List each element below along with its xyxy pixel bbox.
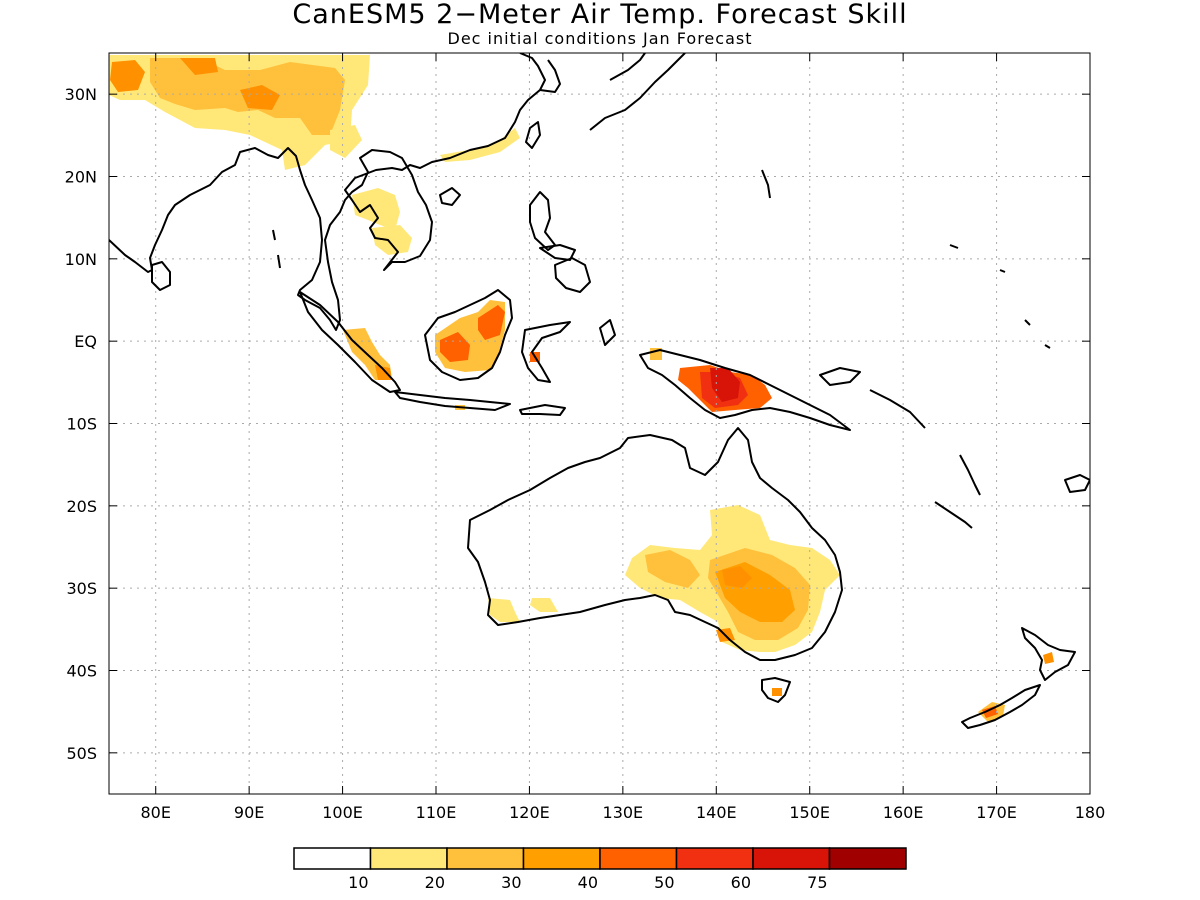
coastline-hainan xyxy=(439,187,461,206)
chart-subtitle: Dec initial conditions Jan Forecast xyxy=(447,29,753,48)
coastline-mindanao xyxy=(554,257,591,293)
coastline-nz-south xyxy=(961,684,1041,729)
lat-tick-label: 40S xyxy=(66,662,97,681)
coastline-new-britain xyxy=(819,367,861,386)
chart-title: CanESM5 2−Meter Air Temp. Forecast Skill xyxy=(292,0,908,30)
coastline-fiji xyxy=(1064,474,1090,493)
coastline-australia xyxy=(467,427,843,661)
colorbar-label: 60 xyxy=(731,873,751,892)
colorbar-swatch xyxy=(828,847,907,870)
coastline-halmahera xyxy=(599,319,616,346)
coastline-solomons xyxy=(869,389,926,429)
lat-tick-label: 10N xyxy=(65,250,97,269)
coastline-japan-2 xyxy=(609,53,646,81)
coastline-timor xyxy=(519,404,566,416)
colorbar-swatch xyxy=(522,847,601,870)
skill-region-borneo-2 xyxy=(440,332,470,362)
skill-region-sw-australia xyxy=(488,598,520,622)
coastline-visayas xyxy=(539,244,576,261)
colorbar-swatch xyxy=(446,847,525,870)
skill-shading xyxy=(109,55,1054,722)
coastline-borneo xyxy=(424,289,513,381)
skill-region-indochina xyxy=(352,188,400,230)
lon-tick-label: 110E xyxy=(416,803,457,822)
coastline-tasmania xyxy=(761,677,791,703)
skill-region-tasmania xyxy=(772,688,782,696)
skill-region-australia-2 xyxy=(645,550,700,588)
lat-axis-labels: 30N 20N 10N EQ 10S 20S 30S 40S 50S xyxy=(65,85,97,763)
coastline-nz-north xyxy=(1021,627,1076,681)
coastline-sumatra xyxy=(299,291,401,393)
coastline-java xyxy=(394,391,511,411)
colorbar-label: 40 xyxy=(578,873,598,892)
lat-tick-label: EQ xyxy=(74,332,97,351)
skill-region-sumatra-2 xyxy=(375,365,392,380)
colorbar-label: 75 xyxy=(807,873,827,892)
lon-axis-labels: 80E 90E 100E 110E 120E 130E 140E 150E 160E 170E 18… xyxy=(140,803,1105,822)
coastline-sri-lanka xyxy=(151,261,171,291)
coastline-new-caledonia xyxy=(934,501,973,529)
lon-tick-label: 80E xyxy=(140,803,170,822)
colorbar-swatch xyxy=(675,847,754,870)
lon-tick-label: 170E xyxy=(976,803,1017,822)
lon-tick-label: 120E xyxy=(509,803,550,822)
coastline-vanuatu xyxy=(959,454,981,496)
skill-region-tibet-core-2 xyxy=(240,85,280,110)
coastlines xyxy=(109,53,1090,729)
colorbar-swatch xyxy=(599,847,678,870)
colorbar-swatch xyxy=(293,847,372,870)
skill-region-indochina-2 xyxy=(372,225,412,255)
lon-tick-label: 140E xyxy=(696,803,737,822)
coastline-asia xyxy=(109,53,546,331)
lat-tick-label: 10S xyxy=(66,415,97,434)
skill-region-sw-australia-2 xyxy=(530,598,558,612)
skill-region-nz-north xyxy=(1043,652,1054,664)
gridlines xyxy=(109,53,1090,794)
skill-region-borneo-3 xyxy=(478,305,505,340)
coastline-andaman xyxy=(272,229,281,269)
lat-tick-label: 50S xyxy=(66,744,97,763)
axis-ticks xyxy=(109,53,1091,794)
lon-tick-label: 160E xyxy=(883,803,924,822)
skill-region-tibet-core xyxy=(110,60,145,92)
colorbar-label: 10 xyxy=(348,873,368,892)
lat-tick-label: 20N xyxy=(65,168,97,187)
coastline-caroline xyxy=(949,244,1051,349)
coastline-taiwan xyxy=(525,121,541,149)
coastline-japan xyxy=(589,53,686,131)
colorbar-label: 50 xyxy=(654,873,674,892)
coastline-korea xyxy=(539,59,561,93)
skill-region-sichuan xyxy=(330,125,362,158)
lat-tick-label: 30N xyxy=(65,85,97,104)
lon-tick-label: 100E xyxy=(322,803,363,822)
lon-tick-label: 90E xyxy=(234,803,264,822)
lat-tick-label: 20S xyxy=(66,497,97,516)
lat-tick-label: 30S xyxy=(66,579,97,598)
coastline-sulawesi xyxy=(521,321,571,383)
colorbar-labels: 10 20 30 40 50 60 75 xyxy=(348,873,827,892)
colorbar-swatch xyxy=(369,847,448,870)
skill-region-new-guinea-3 xyxy=(710,368,740,402)
colorbar-label: 30 xyxy=(501,873,521,892)
lon-tick-label: 150E xyxy=(789,803,830,822)
skill-region-australia-5 xyxy=(722,566,752,588)
coastline-luzon xyxy=(529,191,556,251)
colorbar-label: 20 xyxy=(425,873,445,892)
coastline-new-guinea xyxy=(639,349,851,431)
skill-region-nz-south-2 xyxy=(982,706,998,718)
coastline-mariana xyxy=(761,169,771,199)
colorbar xyxy=(293,847,907,870)
lon-tick-label: 130E xyxy=(603,803,644,822)
lon-tick-label: 180 xyxy=(1075,803,1106,822)
colorbar-swatch xyxy=(752,847,831,870)
skill-region-tibet-core-3 xyxy=(180,58,218,75)
